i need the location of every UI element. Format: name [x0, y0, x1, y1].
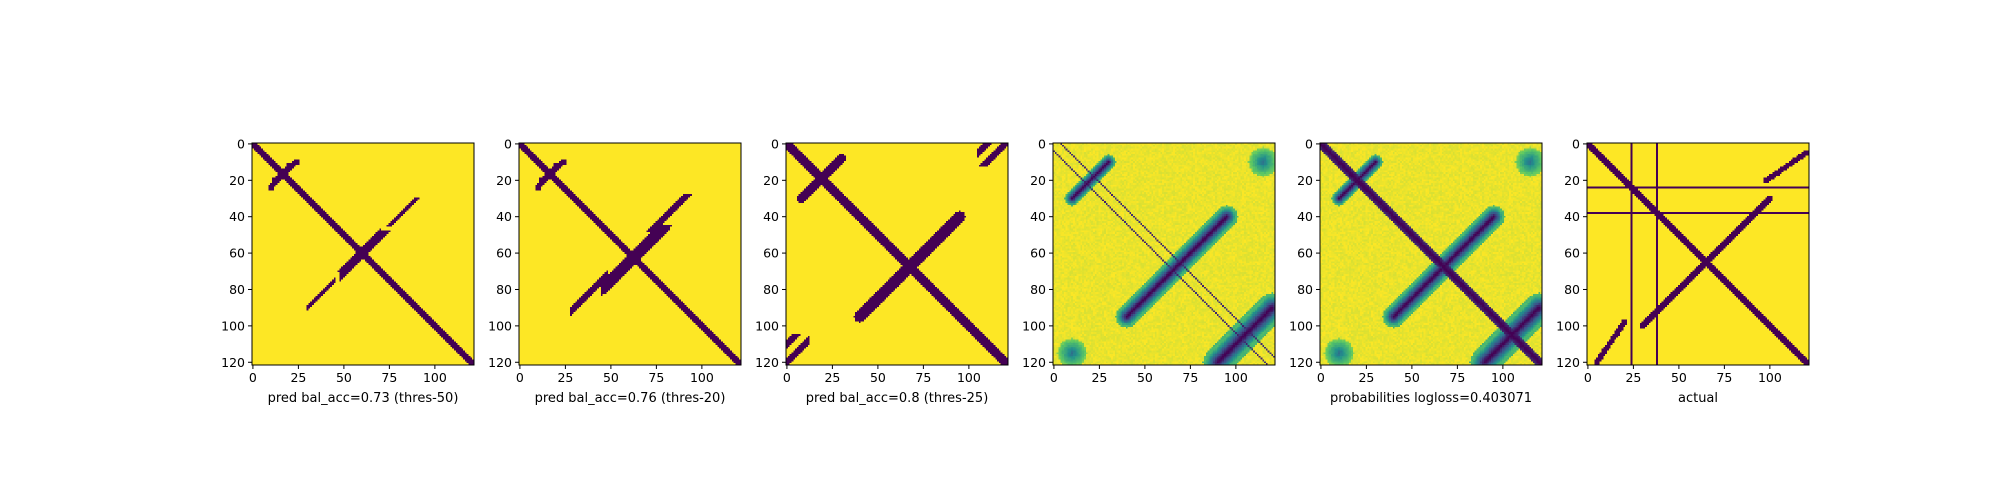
x-tick-label: 50 — [1671, 370, 1687, 385]
y-tick-label: 40 — [1564, 209, 1580, 224]
y-tick-label: 0 — [237, 136, 245, 151]
y-tick-label: 40 — [1030, 209, 1046, 224]
x-tick-label: 100 — [1491, 370, 1515, 385]
x-tick-label: 25 — [1091, 370, 1107, 385]
panel-5: 0 25 50 75 100 0 20 40 60 80 100 120 probabilities l… — [1289, 136, 1543, 406]
x-tick-label: 0 — [1050, 370, 1058, 385]
x-tick-label: 25 — [1358, 370, 1374, 385]
x-tick-label: 0 — [249, 370, 257, 385]
heatmap-image — [519, 143, 741, 365]
panel-6: 0 25 50 75 100 0 20 40 60 80 100 120 actual — [1556, 136, 1810, 406]
x-tick-label: 0 — [783, 370, 791, 385]
x-tick-label: 75 — [1716, 370, 1732, 385]
x-tick-label: 25 — [290, 370, 306, 385]
x-axis-label: actual — [1678, 391, 1718, 406]
y-tick-label: 100 — [755, 318, 779, 333]
y-tick-label: 100 — [1022, 318, 1046, 333]
heatmap-image — [252, 143, 474, 365]
x-tick-label: 100 — [690, 370, 714, 385]
y-tick-label: 40 — [1297, 209, 1313, 224]
x-axis-label: pred bal_acc=0.73 (thres-50) — [268, 391, 459, 406]
x-tick-label: 100 — [957, 370, 981, 385]
y-tick-label: 100 — [488, 318, 512, 333]
x-tick-label: 25 — [824, 370, 840, 385]
y-tick-label: 80 — [1030, 282, 1046, 297]
y-tick-label: 100 — [1289, 318, 1313, 333]
x-axis-label: probabilities logloss=0.403071 — [1330, 391, 1532, 406]
y-tick-label: 20 — [1564, 173, 1580, 188]
y-tick-label: 60 — [1564, 246, 1580, 261]
y-tick-label: 40 — [763, 209, 779, 224]
y-tick-label: 80 — [496, 282, 512, 297]
y-tick-label: 100 — [221, 318, 245, 333]
y-tick-label: 60 — [496, 246, 512, 261]
y-tick-label: 0 — [771, 136, 779, 151]
y-tick-label: 0 — [504, 136, 512, 151]
y-tick-label: 40 — [496, 209, 512, 224]
x-tick-label: 100 — [423, 370, 447, 385]
y-tick-label: 20 — [229, 173, 245, 188]
y-tick-label: 80 — [1297, 282, 1313, 297]
y-tick-label: 20 — [496, 173, 512, 188]
y-tick-label: 20 — [763, 173, 779, 188]
x-axis-label: pred bal_acc=0.76 (thres-20) — [535, 391, 726, 406]
axes-frame — [1586, 142, 1810, 366]
y-tick-label: 60 — [229, 246, 245, 261]
y-tick-label: 120 — [1556, 355, 1580, 370]
x-tick-label: 50 — [870, 370, 886, 385]
panel-4: 0 25 50 75 100 0 20 40 60 80 100 120 — [1022, 136, 1276, 385]
y-tick-label: 0 — [1038, 136, 1046, 151]
x-tick-label: 50 — [336, 370, 352, 385]
x-tick-label: 75 — [1182, 370, 1198, 385]
y-tick-label: 120 — [1022, 355, 1046, 370]
y-tick-label: 120 — [221, 355, 245, 370]
y-tick-label: 120 — [755, 355, 779, 370]
axes-frame — [785, 142, 1009, 366]
y-tick-label: 80 — [1564, 282, 1580, 297]
x-tick-label: 100 — [1224, 370, 1248, 385]
x-tick-label: 0 — [1584, 370, 1592, 385]
y-tick-label: 120 — [1289, 355, 1313, 370]
x-tick-label: 0 — [1317, 370, 1325, 385]
heatmap-image — [1587, 143, 1809, 365]
panel-3: 0 25 50 75 100 0 20 40 60 80 100 120 pred bal_acc=0.… — [755, 136, 1009, 406]
y-tick-label: 120 — [488, 355, 512, 370]
y-tick-label: 0 — [1572, 136, 1580, 151]
y-tick-label: 60 — [763, 246, 779, 261]
heatmap-image — [1053, 143, 1275, 365]
panel-2: 0 25 50 75 100 0 20 40 60 80 100 120 pred bal_acc=0.… — [488, 136, 742, 406]
x-tick-label: 75 — [381, 370, 397, 385]
axes-frame — [1319, 142, 1543, 366]
y-tick-label: 40 — [229, 209, 245, 224]
x-tick-label: 75 — [1449, 370, 1465, 385]
x-tick-label: 0 — [516, 370, 524, 385]
x-tick-label: 100 — [1758, 370, 1782, 385]
panel-1: 0 25 50 75 100 0 20 40 60 80 100 120 pred bal_acc=0.… — [221, 136, 475, 406]
x-tick-label: 75 — [648, 370, 664, 385]
x-tick-label: 50 — [603, 370, 619, 385]
y-tick-label: 0 — [1305, 136, 1313, 151]
x-tick-label: 25 — [557, 370, 573, 385]
y-tick-label: 100 — [1556, 318, 1580, 333]
y-tick-label: 60 — [1297, 246, 1313, 261]
y-tick-label: 80 — [763, 282, 779, 297]
y-tick-label: 20 — [1030, 173, 1046, 188]
x-tick-label: 50 — [1404, 370, 1420, 385]
heatmap-image — [786, 143, 1008, 365]
y-tick-label: 20 — [1297, 173, 1313, 188]
axes-frame — [251, 142, 475, 366]
x-tick-label: 50 — [1137, 370, 1153, 385]
y-tick-label: 80 — [229, 282, 245, 297]
x-axis-label: pred bal_acc=0.8 (thres-25) — [806, 391, 989, 406]
axes-frame — [518, 142, 742, 366]
y-tick-label: 60 — [1030, 246, 1046, 261]
axes-frame — [1052, 142, 1276, 366]
x-tick-label: 25 — [1625, 370, 1641, 385]
x-tick-label: 75 — [915, 370, 931, 385]
heatmap-image — [1320, 143, 1542, 365]
